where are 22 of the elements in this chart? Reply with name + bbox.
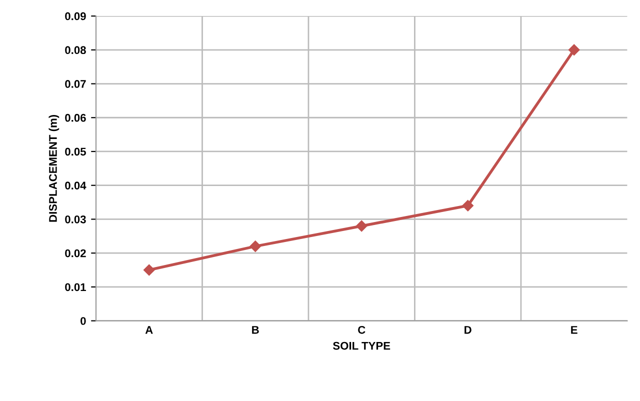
point: [356, 220, 368, 232]
y-tick-label: 0.07: [65, 80, 86, 88]
y-tick-label: 0.02: [65, 249, 86, 258]
x-tick-label: C: [358, 326, 366, 334]
y-tick-label: 0.09: [65, 12, 86, 20]
point: [568, 44, 580, 56]
y-tick-label: 0.04: [65, 182, 86, 190]
x-tick-label: A: [145, 326, 153, 334]
y-tick-label: 0.05: [65, 148, 86, 156]
x-tick-label: E: [571, 326, 578, 334]
point: [462, 200, 474, 212]
point: [144, 264, 155, 276]
y-axis-title: DISPLACEMENT (m): [48, 114, 60, 222]
y-tick-label: 0.01: [65, 283, 86, 292]
point: [250, 240, 261, 252]
x-tick-label: B: [252, 326, 259, 334]
y-tick-label: 0.06: [65, 114, 86, 122]
y-tick-label: 0.08: [65, 46, 86, 54]
x-axis-title: SOIL TYPE: [333, 342, 390, 350]
y-tick-label: 0.03: [65, 215, 86, 224]
x-tick-label: D: [464, 326, 472, 334]
y-tick-label: 0: [80, 317, 86, 325]
